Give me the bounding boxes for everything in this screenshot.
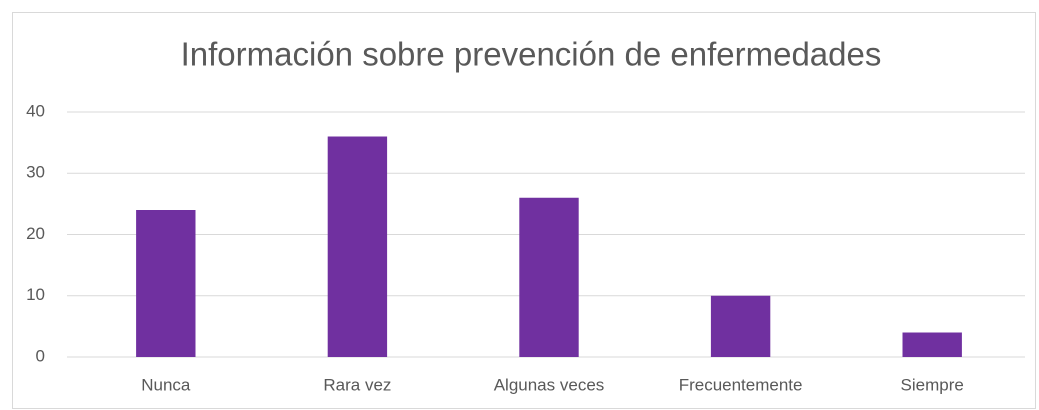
y-tick-label: 40	[26, 101, 45, 120]
bar	[710, 295, 771, 357]
x-tick-label: Frecuentemente	[679, 375, 803, 394]
y-tick-label: 30	[26, 163, 45, 182]
x-tick-label: Nunca	[141, 375, 191, 394]
bar	[327, 136, 388, 357]
bar	[902, 332, 962, 357]
x-tick-label: Siempre	[901, 375, 964, 394]
y-tick-label: 10	[26, 285, 45, 304]
y-tick-label: 0	[36, 346, 45, 365]
bar	[519, 197, 579, 357]
x-tick-label: Rara vez	[323, 375, 391, 394]
bar	[136, 210, 196, 357]
chart-title: Información sobre prevención de enfermed…	[181, 36, 882, 73]
y-tick-label: 20	[26, 224, 45, 243]
x-tick-label: Algunas veces	[494, 375, 605, 394]
